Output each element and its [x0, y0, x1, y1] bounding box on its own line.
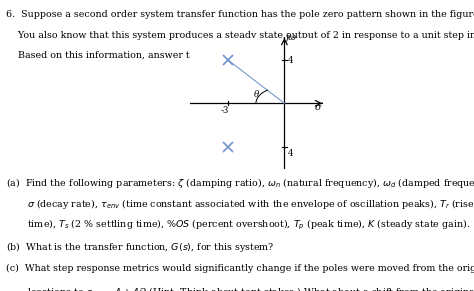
Text: $\sigma$ (decay rate), $\tau_{env}$ (time constant associated with the envelope : $\sigma$ (decay rate), $\tau_{env}$ (tim… [6, 197, 474, 211]
Text: -3: -3 [221, 106, 229, 115]
Text: (c)  What step response metrics would significantly change if the poles were mov: (c) What step response metrics would sig… [6, 264, 474, 273]
Text: 6.  Suppose a second order system transfer function has the pole zero pattern sh: 6. Suppose a second order system transfe… [6, 10, 474, 19]
Text: (b)  What is the transfer function, $G(s)$, for this system?: (b) What is the transfer function, $G(s)… [6, 240, 274, 254]
Text: 4: 4 [288, 56, 293, 65]
Text: time), $T_s$ (2 % settling time), %$OS$ (percent overshoot), $T_p$ (peak time), : time), $T_s$ (2 % settling time), %$OS$ … [6, 218, 470, 232]
Text: θ: θ [254, 90, 259, 99]
Text: 4: 4 [288, 149, 293, 158]
Text: (a)  Find the following parameters: $\zeta$ (damping ratio), $\omega_n$ (natural: (a) Find the following parameters: $\zet… [6, 176, 474, 190]
Text: locations to $s = -4 \pm 4j$? (Hint: Think about tent stakes.) What about a shif: locations to $s = -4 \pm 4j$? (Hint: Thi… [6, 285, 474, 291]
Text: You also know that this system produces a steady state output of 2 in response t: You also know that this system produces … [6, 31, 474, 40]
Text: jω: jω [286, 33, 297, 42]
Text: σ: σ [315, 103, 321, 112]
Text: Based on this information, answer the following questions.: Based on this information, answer the fo… [6, 51, 301, 60]
